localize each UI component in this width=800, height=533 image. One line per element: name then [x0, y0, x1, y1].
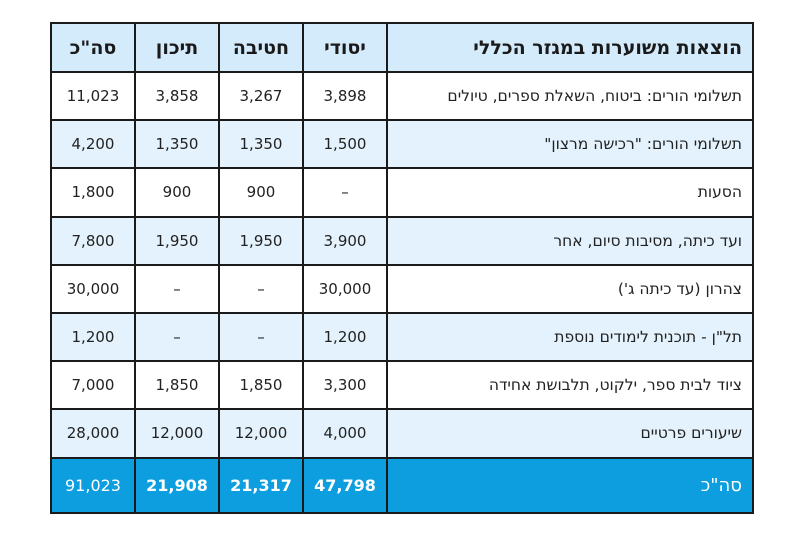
cell-total: 30,000 [50, 263, 136, 314]
cell-middle: 900 [218, 167, 304, 218]
cell-label: הסעות [386, 167, 754, 218]
total-cell-label: סה"כ [386, 456, 754, 514]
total-row: סה"כ 47,798 21,317 21,908 91,023 [50, 456, 754, 514]
cell-elementary: 1,500 [302, 119, 388, 170]
cell-middle: 3,267 [218, 70, 304, 122]
table-row: ועד כיתה, מסיבות סיום, אחר 3,900 1,950 1,95… [50, 215, 754, 266]
cell-total: 1,200 [50, 311, 136, 363]
total-cell-total: 91,023 [50, 456, 136, 514]
cell-label: ועד כיתה, מסיבות סיום, אחר [386, 215, 754, 266]
header-middle: חטיבה [218, 22, 304, 73]
cell-high: 1,950 [134, 215, 220, 266]
cell-elementary: 1,200 [302, 311, 388, 363]
total-cell-high: 21,908 [134, 456, 220, 514]
cell-high: 1,350 [134, 119, 220, 170]
header-high: תיכון [134, 22, 220, 73]
cell-high: 3,858 [134, 70, 220, 122]
cell-total: 4,200 [50, 119, 136, 170]
cell-total: 11,023 [50, 70, 136, 122]
header-elementary: יסודי [302, 22, 388, 73]
cell-middle: 1,950 [218, 215, 304, 266]
header-description: הוצאות משוערות במגזר הכללי [386, 22, 754, 73]
table-row: צהרון (עד כיתה ג') 30,000– –30,000 [50, 263, 754, 314]
cell-middle: – [218, 311, 304, 363]
cell-label: תל"ן - תוכנית לימודים נוספת [386, 311, 754, 363]
cell-total: 7,000 [50, 360, 136, 411]
cell-label: תשלומי הורים: "רכישה מרצון" [386, 119, 754, 170]
cell-elementary: 4,000 [302, 408, 388, 459]
table-row: תל"ן - תוכנית לימודים נוספת 1,200– –1,200 [50, 311, 754, 363]
expenses-table: הוצאות משוערות במגזר הכללי יסודי חטיבה ת… [50, 22, 754, 514]
cell-middle: 1,850 [218, 360, 304, 411]
cell-middle: 12,000 [218, 408, 304, 459]
cell-total: 1,800 [50, 167, 136, 218]
table-row: שיעורים פרטיים 4,000 12,000 12,000 28,000 [50, 408, 754, 459]
total-cell-elementary: 47,798 [302, 456, 388, 514]
cell-middle: 1,350 [218, 119, 304, 170]
cell-high: 12,000 [134, 408, 220, 459]
cell-label: צהרון (עד כיתה ג') [386, 263, 754, 314]
cell-elementary: 3,898 [302, 70, 388, 122]
cell-elementary: – [302, 167, 388, 218]
cell-high: 1,850 [134, 360, 220, 411]
cell-high: – [134, 263, 220, 314]
cell-total: 28,000 [50, 408, 136, 459]
table-row: ציוד לבית ספר, ילקוט, תלבושת אחידה 3,300 1… [50, 360, 754, 411]
cell-label: שיעורים פרטיים [386, 408, 754, 459]
cell-elementary: 30,000 [302, 263, 388, 314]
cell-high: 900 [134, 167, 220, 218]
cell-high: – [134, 311, 220, 363]
table-row: הסעות –900 900 1,800 [50, 167, 754, 218]
cell-elementary: 3,300 [302, 360, 388, 411]
table-row: תשלומי הורים: "רכישה מרצון" 1,500 1,350 1,3… [50, 119, 754, 170]
header-row: הוצאות משוערות במגזר הכללי יסודי חטיבה ת… [50, 22, 754, 73]
cell-label: תשלומי הורים: ביטוח, השאלת ספרים, טיולים [386, 70, 754, 122]
cell-total: 7,800 [50, 215, 136, 266]
header-total: סה"כ [50, 22, 136, 73]
cell-middle: – [218, 263, 304, 314]
cell-label: ציוד לבית ספר, ילקוט, תלבושת אחידה [386, 360, 754, 411]
total-cell-middle: 21,317 [218, 456, 304, 514]
table-row: תשלומי הורים: ביטוח, השאלת ספרים, טיולים… [50, 70, 754, 122]
cell-elementary: 3,900 [302, 215, 388, 266]
